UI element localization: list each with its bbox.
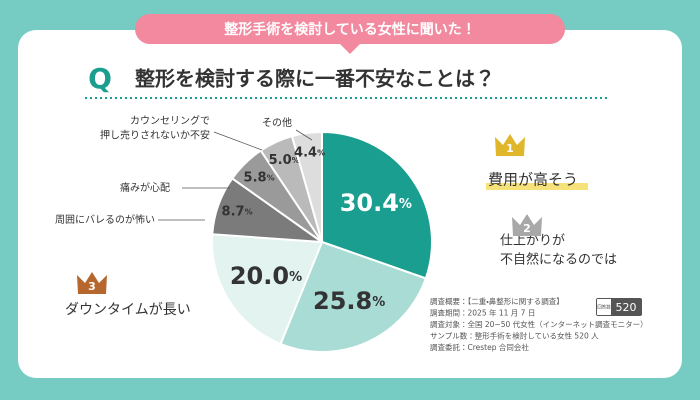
note: 調査概要：【二重・鼻整形に関する調査】 [430,296,564,306]
note: 調査対象：全国 20~50 代女性（インターネット調査モニター） [430,319,648,329]
crown [495,134,525,156]
value-label: 5.8% [244,170,275,185]
banner [135,14,565,44]
q-mark: Q [88,62,112,95]
notes: 調査概要：【二重・鼻整形に関する調査】調査期間：2025 年 11 月 7 日調… [430,296,648,352]
category-label: カウンセリングで押し売りされないか不安 [100,114,210,142]
banner-text: 整形手術を検討している女性に聞いた！ [223,21,476,38]
category-label: 費用が高そう [488,171,578,189]
crown [77,272,107,294]
value-label: 30.4% [340,189,412,217]
value-label: 8.7% [222,204,253,219]
pie-slice [321,130,433,280]
note: 調査期間：2025 年 11 月 7 日 [430,308,535,318]
pie-slice [279,240,428,353]
category-label: 周囲にバレるのが怖い [55,213,155,226]
leader-line [213,131,263,151]
highlight [486,183,588,190]
pie-slice [211,233,324,346]
category-label: ダウンタイムが長い [65,302,191,318]
chart-title: 整形を検討する際に一番不安なことは？ [135,67,495,91]
sample-label: 回答数 [597,304,611,311]
rank-number: 2 [523,222,531,235]
value-label: 5.0% [269,153,300,168]
note: サンプル数：整形手術を検討している女性 520 人 [430,331,599,341]
category-label: 痛みが心配 [120,181,170,194]
value-label: 20.0% [230,262,302,290]
crown [512,214,542,236]
note: 調査委託：Crestep 合同会社 [430,342,529,352]
value-label: 4.4% [294,145,325,160]
value-label: 25.8% [313,287,385,315]
pie: 30.4% 25.8% 20.0% 8.7% 5.8% 5.0%4.4% [211,130,433,353]
leader-line [295,129,313,141]
pie-slice [290,130,323,243]
category-label: その他 [262,116,292,129]
category-label: 仕上がりが不自然になるのでは [500,233,617,267]
banner-tail [340,44,360,54]
rank-number: 3 [88,280,96,293]
rank-number: 1 [506,142,514,155]
sample-size: 520 [616,301,637,314]
sample-badge-tab [597,299,611,315]
